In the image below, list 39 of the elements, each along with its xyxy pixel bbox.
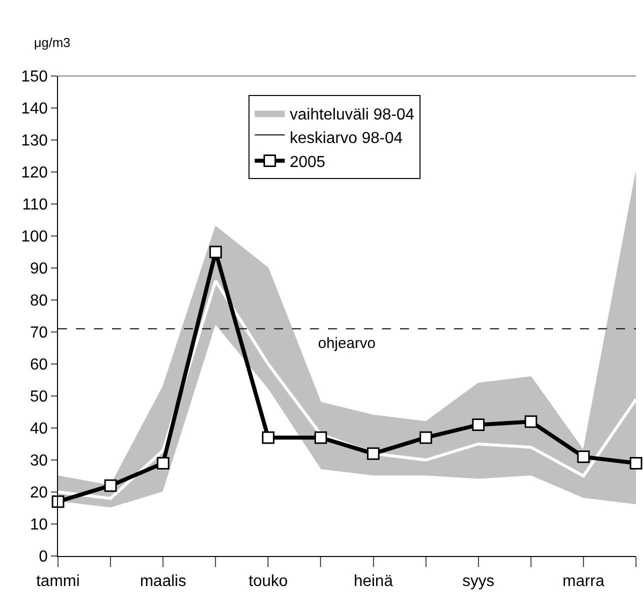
ref-line-label: ohjearvo (318, 335, 376, 352)
x-tick-label: syys (462, 573, 494, 590)
y-tick-label: 100 (21, 228, 48, 246)
legend-label: vaihteluväli 98-04 (290, 106, 414, 124)
legend-label: keskiarvo 98-04 (290, 130, 403, 148)
y-tick-label: 150 (21, 68, 48, 86)
x-tick-label: maalis (140, 573, 186, 590)
point (630, 456, 642, 470)
point (314, 431, 327, 444)
y-axis-title: μg/m3 (34, 35, 70, 50)
y-tick-label: 70 (30, 324, 48, 342)
y-tick-label: 50 (30, 388, 48, 406)
y-tick-label: 20 (30, 484, 48, 502)
point (104, 479, 117, 492)
point (420, 431, 432, 444)
point (156, 456, 170, 470)
y-tick-label: 90 (30, 260, 48, 278)
point (367, 447, 380, 460)
point (262, 431, 274, 444)
y-tick-label: 60 (30, 356, 48, 374)
y-tick-label: 0 (38, 548, 48, 566)
point (524, 415, 538, 428)
x-tick-label: touko (248, 573, 288, 590)
y-tick-label: 30 (30, 452, 48, 470)
y-tick-label: 130 (21, 132, 48, 150)
point (472, 418, 485, 432)
point (577, 450, 590, 464)
x-tick-label: marra (562, 573, 604, 590)
x-tick-label: tammi (36, 573, 80, 590)
y-tick-label: 40 (30, 420, 48, 438)
x-tick-label: heinä (354, 573, 393, 590)
y-tick-label: 10 (30, 516, 48, 534)
point (52, 495, 64, 508)
point (209, 246, 222, 258)
legend-label: 2005 (290, 154, 326, 171)
y-tick-label: 80 (30, 292, 48, 310)
y-tick-label: 120 (21, 164, 48, 182)
y-tick-label: 110 (22, 196, 48, 214)
y-tick-label: 140 (21, 100, 48, 118)
